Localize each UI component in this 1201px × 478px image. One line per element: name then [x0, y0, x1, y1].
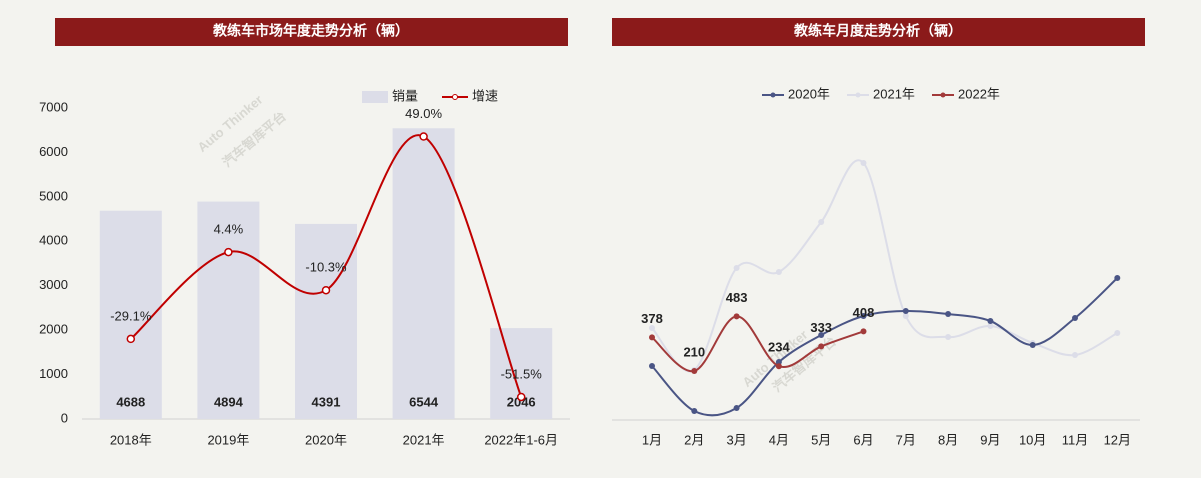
bar	[392, 128, 455, 419]
data-label: 234	[768, 340, 790, 355]
line-marker	[1114, 275, 1121, 281]
x-tick-label: 2019年	[207, 432, 249, 447]
legend-swatch	[362, 91, 388, 103]
line-marker	[224, 247, 233, 257]
legend-swatch	[770, 92, 776, 98]
data-label: 333	[810, 320, 832, 335]
bar	[295, 223, 357, 419]
line-value-label: 4.4%	[214, 222, 244, 237]
line-marker	[691, 408, 698, 414]
y-tick-label: 1000	[39, 366, 68, 381]
x-tick-label: 3月	[726, 432, 746, 447]
data-label: 378	[641, 311, 663, 326]
line-value-label: -29.1%	[110, 308, 152, 323]
line-marker	[419, 132, 428, 141]
line-marker	[860, 160, 867, 166]
bar	[490, 328, 553, 419]
line-marker	[126, 334, 136, 344]
x-tick-label: 11月	[1062, 432, 1089, 447]
title-bar	[612, 18, 1145, 46]
legend-swatch	[452, 94, 458, 100]
line	[130, 134, 523, 398]
line-marker	[902, 308, 909, 314]
bar	[99, 210, 162, 419]
line-marker	[945, 311, 952, 317]
line-marker	[860, 313, 867, 319]
line-marker	[649, 334, 655, 341]
bar-value-label: 2046	[507, 394, 536, 409]
x-tick-label: 8月	[938, 432, 958, 447]
bar-value-label: 6544	[409, 394, 439, 409]
x-tick-label: 2021年	[403, 432, 445, 447]
chart-title: 教练车月度走势分析（辆）	[794, 23, 962, 39]
y-tick-label: 5000	[39, 188, 68, 203]
line-marker	[987, 318, 994, 324]
line-value-label: 49.0%	[405, 106, 442, 121]
x-tick-label: 12月	[1104, 432, 1131, 447]
line-marker	[733, 265, 740, 271]
title-bar	[55, 18, 568, 46]
data-label: 408	[853, 305, 875, 320]
line-value-label: -51.5%	[501, 366, 543, 381]
bar-value-label: 4391	[312, 394, 341, 409]
data-label: 483	[726, 290, 748, 305]
x-tick-label: 1月	[642, 432, 662, 447]
line-marker	[945, 334, 952, 340]
x-tick-label: 2022年1-6月	[484, 432, 558, 447]
line-marker	[691, 368, 698, 374]
data-label: 210	[683, 344, 705, 359]
line-marker	[321, 285, 331, 295]
line-marker	[516, 392, 526, 402]
bar-value-label: 4688	[116, 394, 145, 409]
line-marker	[1072, 315, 1078, 321]
y-tick-label: 2000	[39, 322, 68, 337]
line-marker	[1114, 330, 1121, 336]
x-tick-label: 2020年	[305, 432, 347, 447]
line-marker	[818, 332, 825, 338]
x-tick-label: 5月	[811, 432, 831, 447]
y-tick-label: 0	[61, 410, 68, 425]
legend-swatch	[940, 92, 946, 98]
y-tick-label: 7000	[39, 99, 68, 114]
line-marker	[649, 363, 655, 369]
x-tick-label: 6月	[853, 432, 873, 447]
line-marker	[775, 363, 782, 370]
bar-value-label: 4894	[214, 394, 244, 409]
y-tick-label: 3000	[39, 277, 68, 292]
line-marker	[818, 343, 825, 350]
line-marker	[860, 328, 867, 335]
line-marker	[987, 323, 994, 329]
x-tick-label: 2018年	[110, 432, 152, 447]
legend-label: 2020年	[788, 86, 830, 101]
line-marker	[818, 219, 825, 225]
chart-title: 教练车市场年度走势分析（辆）	[213, 23, 409, 39]
line-value-label: -10.3%	[305, 260, 347, 275]
x-tick-label: 2月	[684, 432, 704, 447]
y-tick-label: 6000	[39, 144, 68, 159]
legend-label: 增速	[472, 88, 498, 103]
line-marker	[775, 269, 782, 275]
legend-swatch	[855, 92, 861, 98]
line-marker	[733, 405, 740, 411]
line-marker	[649, 325, 655, 331]
legend-label: 2022年	[958, 86, 1000, 101]
line-marker	[733, 313, 740, 320]
line-marker	[1029, 342, 1036, 348]
x-tick-label: 7月	[896, 432, 916, 447]
y-tick-label: 4000	[39, 233, 68, 248]
line-marker	[902, 313, 909, 319]
line-marker	[1072, 352, 1078, 358]
x-tick-label: 9月	[980, 432, 1000, 447]
legend-label: 2021年	[873, 86, 915, 101]
line-marker	[775, 359, 782, 365]
bar	[197, 201, 260, 419]
x-tick-label: 4月	[769, 432, 789, 447]
x-tick-label: 10月	[1019, 432, 1046, 447]
legend-label: 销量	[392, 88, 418, 103]
